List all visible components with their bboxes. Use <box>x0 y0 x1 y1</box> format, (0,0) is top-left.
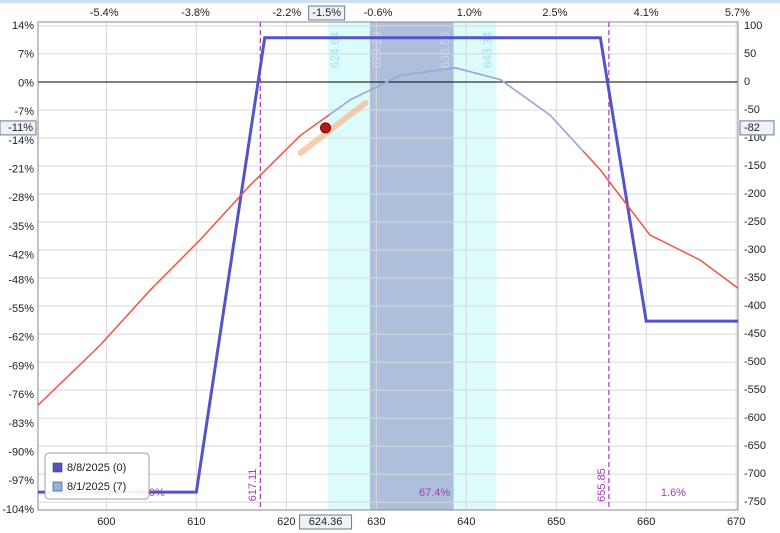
y2-tick-label: -300 <box>744 244 766 256</box>
x2-tick-label: -5.4% <box>90 7 119 19</box>
current-price-label-box <box>299 514 353 530</box>
y-tick-label: -28% <box>8 192 34 204</box>
y-tick-label: 14% <box>12 20 34 32</box>
top-strip <box>0 0 780 3</box>
x2-tick-label: 1.0% <box>457 7 482 19</box>
y2-tick-label: -550 <box>744 384 766 396</box>
current-value-label: -82 <box>744 122 760 134</box>
y2-tick-label: 50 <box>744 48 756 60</box>
x-tick-label: 620 <box>277 516 295 528</box>
breakeven-label: 655.85 <box>596 468 608 502</box>
legend-swatch <box>52 462 63 473</box>
x2-tick-label: 5.7% <box>725 7 750 19</box>
y-tick-label: -83% <box>8 418 34 430</box>
y-tick-label: -55% <box>8 303 34 315</box>
y-tick-label: -97% <box>8 475 34 487</box>
y-tick-label: -35% <box>8 221 34 233</box>
x-tick-label: 660 <box>637 516 655 528</box>
delta-tangent <box>297 99 369 156</box>
y-tick-label: -7% <box>14 106 34 118</box>
y2-tick-label: -150 <box>744 160 766 172</box>
band-label: 629.29 <box>370 31 384 68</box>
y-tick-label: -69% <box>8 360 34 372</box>
y2-tick-label: -250 <box>744 216 766 228</box>
current-price-label: 624.36 <box>309 516 343 528</box>
y-tick-label: -14% <box>8 135 34 147</box>
x2-tick-label: -3.8% <box>181 7 210 19</box>
y-tick-label: -62% <box>8 332 34 344</box>
y2-tick-label: 100 <box>744 20 762 32</box>
band-label: 643.34 <box>481 31 495 68</box>
x2-tick-label: -0.6% <box>364 7 393 19</box>
x-tick-label: 670 <box>727 516 745 528</box>
x-tick-label: 640 <box>457 516 475 528</box>
pnl-line-inner <box>329 67 584 153</box>
y-tick-label: 0% <box>18 77 34 89</box>
y2-tick-label: -350 <box>744 272 766 284</box>
sd-band <box>369 22 454 510</box>
pnl-line <box>38 36 738 494</box>
y2-tick-label: -50 <box>744 104 760 116</box>
y-tick-label: 7% <box>18 49 34 61</box>
region-label: 67.4% <box>419 487 450 499</box>
y-tick-label: -104% <box>2 504 34 516</box>
band-label: 624.64 <box>328 31 342 68</box>
y2-tick-label: -600 <box>744 412 766 424</box>
y2-tick-label: -450 <box>744 328 766 340</box>
y2-tick-label: -700 <box>744 468 766 480</box>
y-tick-label: -90% <box>8 446 34 458</box>
legend-swatch <box>52 481 63 492</box>
y2-tick-label: -400 <box>744 300 766 312</box>
current-x-pct-label-box <box>308 5 346 21</box>
current-point <box>320 122 332 134</box>
plot-frame <box>37 21 739 511</box>
x-tick-label: 650 <box>547 516 565 528</box>
y-tick-label: -76% <box>8 389 34 401</box>
x-tick-label: 600 <box>97 516 115 528</box>
y2-tick-label: -750 <box>744 496 766 508</box>
breakeven-label: 617.11 <box>247 469 259 502</box>
current-x-pct-label: -1.5% <box>312 7 341 19</box>
x2-tick-label: -2.2% <box>272 7 301 19</box>
legend-label: 8/1/2025 (7) <box>67 481 126 493</box>
current-pct-label-box <box>0 120 37 136</box>
y-tick-label: -21% <box>8 164 34 176</box>
x-tick-label: 610 <box>187 516 205 528</box>
y-tick-label: -48% <box>8 274 34 286</box>
y2-tick-label: -200 <box>744 188 766 200</box>
current-value-label-box <box>739 120 775 136</box>
x2-tick-label: 4.1% <box>634 7 659 19</box>
x-tick-label: 630 <box>367 516 385 528</box>
legend-label: 8/8/2025 (0) <box>67 462 126 474</box>
y-tick-label: -42% <box>8 250 34 262</box>
band-label: 638.59 <box>438 31 452 68</box>
current-pct-label: -11% <box>8 122 33 134</box>
y2-tick-label: -500 <box>744 356 766 368</box>
legend-box <box>44 452 150 500</box>
x2-tick-label: 2.5% <box>542 7 567 19</box>
y2-tick-label: -650 <box>744 440 766 452</box>
region-label: 1.6% <box>661 487 686 499</box>
y2-tick-label: 0 <box>744 76 750 88</box>
